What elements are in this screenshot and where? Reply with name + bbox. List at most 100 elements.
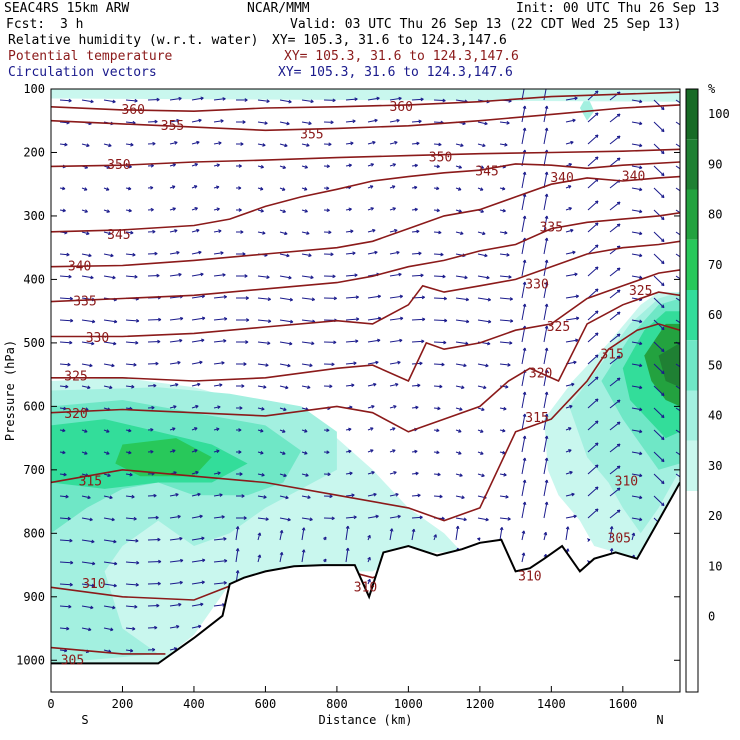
vector-arrow xyxy=(191,317,206,321)
vector-arrow-head xyxy=(265,517,269,521)
vector-arrow-head xyxy=(279,530,284,534)
vector-arrow-head xyxy=(594,90,599,94)
vector-arrow-head xyxy=(418,251,422,256)
vector-arrow-head xyxy=(461,385,465,390)
vector-arrow-head xyxy=(397,360,401,365)
vector-arrow-head xyxy=(260,208,264,213)
vector-arrow-head xyxy=(594,244,599,248)
vector-arrow xyxy=(411,494,421,497)
vector-arrow xyxy=(81,517,93,521)
vector-arrow-head xyxy=(544,259,549,264)
vector-arrow xyxy=(81,363,93,367)
vector-arrow-head xyxy=(616,201,621,206)
vector-arrow xyxy=(653,385,665,396)
org-title: NCAR/MMM xyxy=(247,1,310,16)
vector-arrow-head xyxy=(419,515,423,520)
vector-arrow-head xyxy=(440,252,444,257)
vector-arrow xyxy=(125,99,138,102)
vector-arrow xyxy=(345,296,359,299)
vector-arrow xyxy=(301,121,312,125)
vector-arrow xyxy=(345,274,358,277)
vector-arrow-head xyxy=(416,141,420,146)
vector-arrow xyxy=(191,625,202,629)
vector-arrow xyxy=(59,517,71,520)
vector-arrow xyxy=(477,143,486,147)
vector-arrow xyxy=(59,583,73,586)
vector-arrow-head xyxy=(328,230,332,235)
vector-arrow xyxy=(169,625,180,629)
vector-arrow xyxy=(169,273,182,277)
vector-arrow-head xyxy=(235,526,240,530)
colorbar-unit: % xyxy=(708,82,716,96)
vector-arrow xyxy=(675,121,680,126)
vector-arrow-head xyxy=(567,185,572,189)
vector-arrow xyxy=(191,339,205,343)
vector-arrow-head xyxy=(438,142,442,147)
vector-arrow xyxy=(521,347,526,365)
valid-time: Valid: 03 UTC Thu 26 Sep 13 (22 CDT Wed … xyxy=(290,17,682,32)
vector-arrow-head xyxy=(396,250,400,255)
vector-arrow xyxy=(521,281,526,299)
vector-arrow xyxy=(213,274,226,277)
vector-arrow-head xyxy=(457,187,462,191)
vector-arrow xyxy=(499,341,513,344)
vector-arrow xyxy=(125,275,138,278)
vector-arrow-head xyxy=(639,407,643,412)
vector-arrow-head xyxy=(439,494,443,499)
vector-arrow xyxy=(257,363,269,366)
colorbar-frame xyxy=(685,88,699,693)
vector-arrow xyxy=(521,127,526,145)
vector-arrow xyxy=(345,120,356,123)
x-tick-label: 800 xyxy=(326,697,348,711)
vector-arrow xyxy=(213,318,228,321)
vector-arrow xyxy=(521,552,525,563)
vector-arrow-head xyxy=(487,297,491,302)
vector-arrow xyxy=(565,493,575,497)
vector-arrow xyxy=(103,495,113,499)
vector-arrow xyxy=(345,252,356,255)
vector-arrow-head xyxy=(113,319,118,324)
vector-arrow-head xyxy=(639,363,643,368)
vector-arrow-head xyxy=(287,517,291,522)
vector-arrow xyxy=(345,230,354,233)
vector-arrow-head xyxy=(392,449,396,453)
vector-arrow-head xyxy=(63,406,67,411)
x-tick-label: 1400 xyxy=(537,697,566,711)
vector-arrow-head xyxy=(544,501,549,506)
colorbar-tick-label: 20 xyxy=(708,509,722,523)
forecast-label: Fcst: xyxy=(6,17,46,32)
vector-arrow xyxy=(521,435,526,453)
vector-arrow-head xyxy=(389,528,394,532)
vector-arrow xyxy=(367,471,375,475)
colorbar-tick-label: 50 xyxy=(708,358,722,372)
vector-arrow xyxy=(587,376,599,387)
vector-arrow-head xyxy=(574,96,578,101)
colorbar-tick-label: 60 xyxy=(708,308,722,322)
theta-contour-320 xyxy=(51,291,680,433)
vector-arrow-head xyxy=(352,251,356,256)
vector-arrow xyxy=(389,97,402,101)
vector-arrow-head xyxy=(200,272,204,277)
theta-contour-335 xyxy=(51,212,680,303)
vector-arrow-head xyxy=(152,141,156,146)
vector-arrow xyxy=(279,552,283,563)
model-title: SEAC4RS 15km ARW xyxy=(4,1,130,16)
vector-arrow xyxy=(389,229,398,233)
vector-arrow-head xyxy=(436,164,440,169)
x-tick-label: 1200 xyxy=(465,697,494,711)
vector-arrow xyxy=(521,457,526,475)
vector-arrow-head xyxy=(173,405,177,409)
vector-arrow-head xyxy=(305,473,309,477)
vector-arrow-head xyxy=(639,319,643,324)
vector-arrow-head xyxy=(62,428,66,433)
vector-arrow xyxy=(389,383,399,387)
vector-arrow xyxy=(631,319,643,323)
vector-arrow-head xyxy=(266,275,270,279)
vector-arrow xyxy=(103,583,117,587)
vector-arrow xyxy=(455,517,467,521)
vector-arrow-head xyxy=(482,231,486,236)
vector-arrow-head xyxy=(303,187,308,191)
vector-arrow-head xyxy=(194,427,198,431)
vector-arrow-head xyxy=(660,414,665,419)
vector-arrow-head xyxy=(507,516,511,521)
